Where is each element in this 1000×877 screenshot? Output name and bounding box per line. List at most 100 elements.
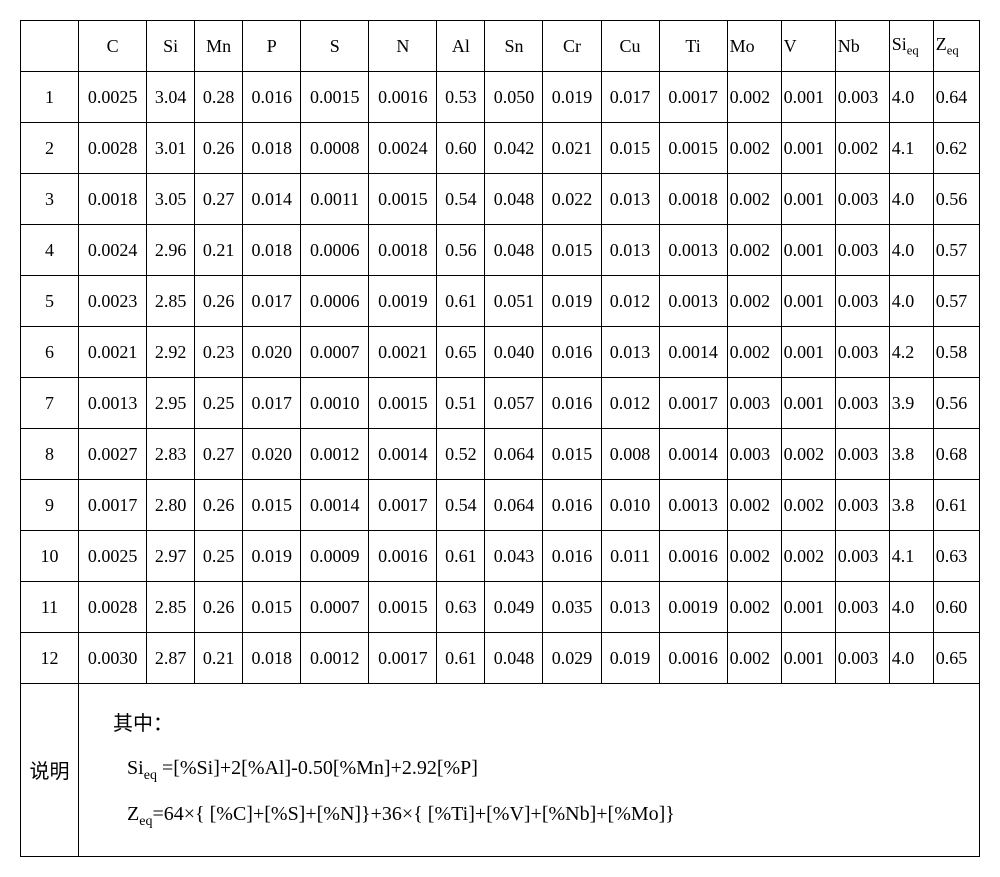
table-cell: 0.0014 (369, 429, 437, 480)
table-cell: 0.0021 (79, 327, 147, 378)
table-cell: 0.021 (543, 123, 601, 174)
table-cell: 0.0007 (301, 327, 369, 378)
table-cell: 0.001 (781, 72, 835, 123)
table-cell: 0.002 (727, 72, 781, 123)
table-cell: 0.050 (485, 72, 543, 123)
table-cell: 0.0018 (369, 225, 437, 276)
table-cell: 4.1 (889, 531, 933, 582)
table-cell: 3 (21, 174, 79, 225)
table-cell: 0.0006 (301, 276, 369, 327)
table-cell: 0.56 (933, 378, 979, 429)
table-cell: 0.002 (727, 531, 781, 582)
table-cell: 3.01 (147, 123, 195, 174)
table-cell: 0.0013 (659, 480, 727, 531)
table-cell: 0.015 (543, 429, 601, 480)
table-cell: 0.51 (437, 378, 485, 429)
col-N: N (369, 21, 437, 72)
table-cell: 0.014 (243, 174, 301, 225)
table-cell: 0.61 (933, 480, 979, 531)
table-cell: 0.61 (437, 276, 485, 327)
table-cell: 4.2 (889, 327, 933, 378)
table-cell: 0.035 (543, 582, 601, 633)
table-cell: 2.97 (147, 531, 195, 582)
table-cell: 0.016 (543, 327, 601, 378)
table-cell: 0.0009 (301, 531, 369, 582)
table-cell: 0.26 (195, 276, 243, 327)
table-cell: 0.020 (243, 429, 301, 480)
table-cell: 0.015 (243, 480, 301, 531)
table-cell: 0.002 (727, 480, 781, 531)
table-cell: 0.27 (195, 429, 243, 480)
table-row: 50.00232.850.260.0170.00060.00190.610.05… (21, 276, 980, 327)
table-cell: 1 (21, 72, 79, 123)
table-cell: 0.002 (781, 480, 835, 531)
table-cell: 0.63 (933, 531, 979, 582)
table-cell: 0.0019 (369, 276, 437, 327)
table-cell: 0.63 (437, 582, 485, 633)
table-cell: 0.0013 (659, 225, 727, 276)
table-cell: 0.040 (485, 327, 543, 378)
table-cell: 0.017 (243, 276, 301, 327)
table-cell: 0.23 (195, 327, 243, 378)
col-S: S (301, 21, 369, 72)
table-cell: 0.002 (727, 276, 781, 327)
table-cell: 0.013 (601, 327, 659, 378)
table-cell: 2.87 (147, 633, 195, 684)
table-cell: 0.0014 (659, 429, 727, 480)
table-cell: 0.0028 (79, 123, 147, 174)
col-P: P (243, 21, 301, 72)
table-cell: 0.015 (601, 123, 659, 174)
table-cell: 0.003 (835, 480, 889, 531)
table-cell: 4.0 (889, 174, 933, 225)
table-cell: 0.0024 (79, 225, 147, 276)
col-Si: Si (147, 21, 195, 72)
table-cell: 0.25 (195, 531, 243, 582)
col-Cu: Cu (601, 21, 659, 72)
table-cell: 0.012 (601, 276, 659, 327)
table-cell: 0.0021 (369, 327, 437, 378)
table-cell: 0.61 (437, 633, 485, 684)
table-cell: 0.002 (727, 174, 781, 225)
table-cell: 0.043 (485, 531, 543, 582)
table-cell: 2.85 (147, 582, 195, 633)
table-cell: 0.003 (835, 378, 889, 429)
table-cell: 0.0017 (659, 378, 727, 429)
table-cell: 2.92 (147, 327, 195, 378)
table-cell: 0.0017 (369, 633, 437, 684)
table-cell: 0.018 (243, 123, 301, 174)
table-cell: 0.010 (601, 480, 659, 531)
table-cell: 4.0 (889, 276, 933, 327)
table-cell: 9 (21, 480, 79, 531)
table-cell: 0.53 (437, 72, 485, 123)
table-cell: 3.8 (889, 480, 933, 531)
table-cell: 0.057 (485, 378, 543, 429)
table-cell: 0.58 (933, 327, 979, 378)
table-cell: 0.0014 (301, 480, 369, 531)
table-cell: 0.62 (933, 123, 979, 174)
note-row: 说明 其中： Sieq =[%Si]+2[%Al]-0.50[%Mn]+2.92… (21, 684, 980, 857)
table-cell: 0.048 (485, 174, 543, 225)
table-cell: 0.0015 (301, 72, 369, 123)
table-cell: 0.015 (243, 582, 301, 633)
table-cell: 0.27 (195, 174, 243, 225)
table-cell: 0.0007 (301, 582, 369, 633)
table-cell: 0.001 (781, 174, 835, 225)
note-intro: 其中： (113, 702, 969, 746)
table-cell: 0.001 (781, 123, 835, 174)
table-cell: 0.0016 (659, 531, 727, 582)
table-cell: 0.57 (933, 276, 979, 327)
table-cell: 0.048 (485, 633, 543, 684)
table-cell: 5 (21, 276, 79, 327)
table-cell: 0.002 (727, 225, 781, 276)
table-cell: 0.018 (243, 633, 301, 684)
table-cell: 0.020 (243, 327, 301, 378)
table-cell: 0.003 (835, 633, 889, 684)
col-Cr: Cr (543, 21, 601, 72)
table-cell: 0.003 (835, 531, 889, 582)
table-cell: 0.0016 (369, 531, 437, 582)
table-row: 20.00283.010.260.0180.00080.00240.600.04… (21, 123, 980, 174)
table-cell: 0.001 (781, 582, 835, 633)
table-cell: 0.001 (781, 276, 835, 327)
table-cell: 0.65 (437, 327, 485, 378)
table-cell: 4.0 (889, 225, 933, 276)
